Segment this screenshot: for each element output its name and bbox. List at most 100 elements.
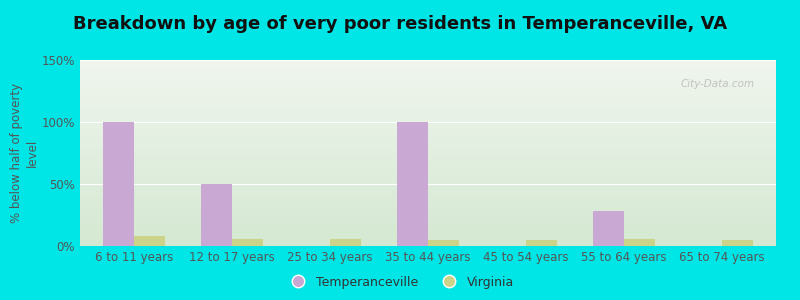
Bar: [80, 235, 776, 236]
Bar: [80, 187, 776, 188]
Bar: [80, 151, 776, 152]
Bar: [80, 218, 776, 219]
Bar: [80, 99, 776, 100]
Bar: [80, 178, 776, 179]
Bar: [80, 76, 776, 77]
Bar: [80, 208, 776, 209]
Bar: [80, 118, 776, 119]
Bar: [80, 102, 776, 103]
Bar: [80, 147, 776, 148]
Bar: [80, 60, 776, 61]
Bar: [80, 168, 776, 169]
Bar: [80, 176, 776, 177]
Bar: [80, 194, 776, 195]
Bar: [80, 226, 776, 227]
Bar: [80, 126, 776, 127]
Bar: [80, 157, 776, 158]
Bar: [80, 78, 776, 79]
Bar: [80, 73, 776, 74]
Bar: [80, 131, 776, 132]
Bar: [80, 81, 776, 82]
Bar: [80, 104, 776, 105]
Bar: [624, 238, 655, 246]
Bar: [80, 205, 776, 206]
Bar: [80, 75, 776, 76]
Bar: [80, 146, 776, 147]
Bar: [80, 86, 776, 87]
Bar: [80, 214, 776, 215]
Bar: [80, 223, 776, 224]
Bar: [80, 142, 776, 143]
Bar: [80, 185, 776, 187]
Bar: [80, 224, 776, 225]
Bar: [80, 128, 776, 129]
Bar: [102, 122, 134, 246]
Bar: [80, 85, 776, 86]
Bar: [80, 189, 776, 190]
Bar: [80, 183, 776, 184]
Bar: [80, 211, 776, 212]
Bar: [80, 120, 776, 122]
Bar: [80, 122, 776, 123]
Bar: [80, 71, 776, 72]
Bar: [80, 165, 776, 166]
Bar: [80, 97, 776, 98]
Bar: [80, 133, 776, 134]
Bar: [80, 220, 776, 221]
Bar: [80, 236, 776, 237]
Bar: [80, 169, 776, 170]
Bar: [80, 90, 776, 91]
Bar: [80, 181, 776, 182]
Bar: [80, 124, 776, 125]
Bar: [80, 144, 776, 145]
Bar: [80, 244, 776, 245]
Bar: [80, 170, 776, 171]
Bar: [80, 229, 776, 230]
Text: City-Data.com: City-Data.com: [681, 79, 755, 88]
Bar: [80, 87, 776, 88]
Bar: [80, 116, 776, 117]
Bar: [397, 122, 428, 246]
Bar: [80, 233, 776, 234]
Bar: [80, 221, 776, 222]
Bar: [232, 238, 263, 246]
Bar: [80, 130, 776, 131]
Bar: [80, 207, 776, 208]
Bar: [80, 219, 776, 220]
Bar: [80, 159, 776, 160]
Bar: [80, 66, 776, 67]
Bar: [80, 202, 776, 203]
Bar: [80, 227, 776, 228]
Bar: [80, 103, 776, 104]
Bar: [80, 95, 776, 96]
Bar: [80, 174, 776, 175]
Bar: [80, 175, 776, 176]
Bar: [330, 238, 362, 246]
Bar: [80, 79, 776, 80]
Bar: [80, 134, 776, 135]
Bar: [80, 125, 776, 126]
Bar: [80, 243, 776, 244]
Bar: [80, 64, 776, 66]
Bar: [80, 215, 776, 216]
Bar: [80, 203, 776, 204]
Bar: [80, 135, 776, 136]
Bar: [80, 62, 776, 63]
Bar: [80, 209, 776, 210]
Bar: [80, 199, 776, 200]
Bar: [80, 119, 776, 120]
Bar: [80, 216, 776, 217]
Bar: [80, 193, 776, 194]
Bar: [80, 238, 776, 239]
Bar: [80, 152, 776, 153]
Bar: [80, 184, 776, 185]
Bar: [80, 210, 776, 211]
Bar: [80, 197, 776, 198]
Bar: [80, 234, 776, 235]
Bar: [80, 160, 776, 161]
Bar: [80, 112, 776, 113]
Bar: [80, 153, 776, 154]
Bar: [80, 164, 776, 165]
Bar: [80, 84, 776, 85]
Bar: [80, 69, 776, 70]
